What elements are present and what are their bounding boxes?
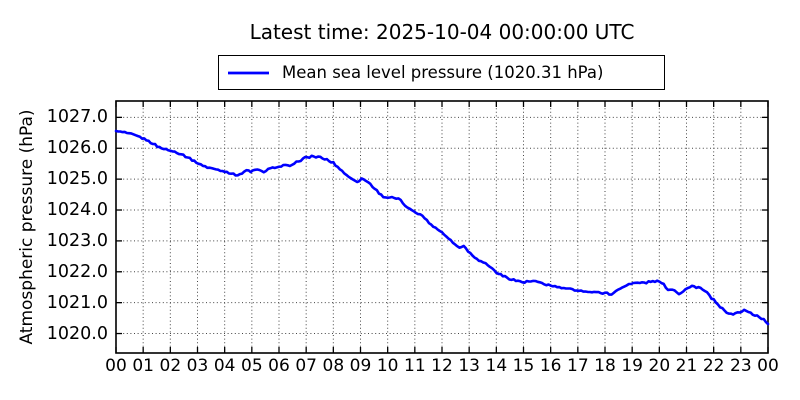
x-tick-label: 05 — [241, 356, 263, 376]
y-tick-label: 1025.0 — [46, 169, 108, 190]
x-tick-label: 21 — [675, 356, 698, 376]
y-tick-label: 1023.0 — [46, 230, 108, 251]
plot-frame — [115, 100, 769, 354]
x-tick-label: 08 — [322, 356, 345, 376]
y-tick-label: 1024.0 — [46, 200, 108, 220]
legend-line-sample — [228, 71, 269, 74]
x-axis-tick-labels: 00 01 02 03 04 05 06 07 08 09 10 11 12 13 14 15 16 17 18 19… — [0, 356, 800, 378]
x-tick-label: 19 — [621, 356, 643, 376]
y-tick-label: 1020.0 — [46, 323, 108, 344]
y-axis-tick-labels: 1020.0 1021.0 1022.0 1023.0 1024.0 1025.0 1026… — [0, 0, 110, 400]
x-tick-label: 22 — [702, 356, 725, 376]
x-tick-label: 12 — [431, 356, 453, 376]
y-tick-label: 1027.0 — [46, 107, 108, 128]
chart-title: Latest time: 2025-10-04 00:00:00 UTC — [249, 20, 635, 44]
x-tick-label: 03 — [186, 356, 209, 376]
x-tick-label: 16 — [539, 356, 562, 376]
legend: Mean sea level pressure (1020.31 hPa) — [218, 55, 665, 90]
x-tick-label: 07 — [295, 356, 317, 376]
pressure-line — [114, 129, 770, 326]
y-tick-label: 1022.0 — [46, 261, 108, 282]
x-tick-label: 04 — [213, 356, 236, 376]
x-tick-label: 10 — [376, 356, 399, 376]
x-tick-label: 23 — [730, 356, 752, 376]
y-tick-label: 1026.0 — [46, 138, 108, 159]
x-tick-label: 13 — [458, 356, 480, 376]
x-tick-label: 14 — [485, 356, 508, 376]
x-tick-label: 00 — [757, 356, 779, 376]
x-tick-label: 00 — [105, 356, 127, 376]
x-tick-label: 02 — [159, 356, 182, 376]
x-tick-label: 11 — [404, 356, 426, 376]
y-tick-label: 1021.0 — [46, 292, 108, 313]
legend-label: Mean sea level pressure (1020.31 hPa) — [282, 63, 604, 82]
x-tick-label: 20 — [648, 356, 671, 376]
x-tick-label: 01 — [132, 356, 154, 376]
x-tick-label: 15 — [512, 356, 535, 376]
x-tick-label: 17 — [567, 356, 589, 376]
x-tick-label: 09 — [349, 356, 372, 376]
x-tick-label: 18 — [594, 356, 616, 376]
x-tick-label: 06 — [268, 356, 290, 376]
